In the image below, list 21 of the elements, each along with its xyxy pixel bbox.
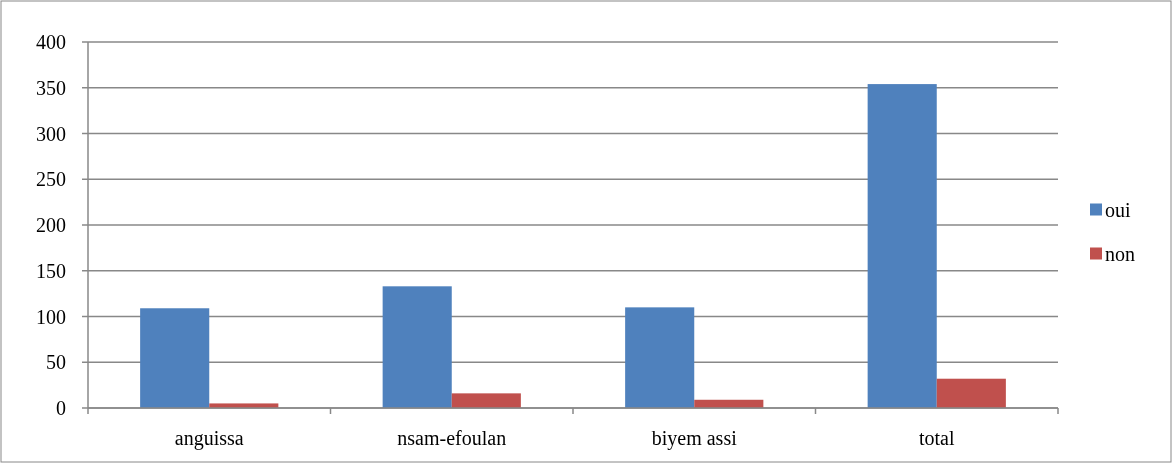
x-tick-label: anguissa: [174, 427, 244, 450]
y-tick-label: 0: [56, 397, 66, 419]
x-tick-label: total: [918, 427, 955, 449]
bar: [625, 307, 695, 408]
bar: [867, 84, 937, 408]
y-tick-label: 400: [36, 31, 66, 53]
y-tick-label: 50: [46, 351, 66, 374]
bar: [936, 378, 1006, 408]
bar: [140, 308, 210, 408]
legend-label: oui: [1105, 198, 1131, 221]
x-tick-label: nsam-efoulan: [397, 427, 507, 449]
y-tick-label: 200: [36, 214, 66, 236]
y-tick-label: 300: [36, 122, 66, 145]
y-tick-label: 350: [36, 76, 66, 99]
legend-label: non: [1105, 242, 1135, 265]
x-tick-label: biyem assi: [651, 427, 738, 450]
y-tick-label: 250: [36, 168, 66, 191]
bar: [451, 393, 521, 408]
y-tick-label: 100: [36, 305, 66, 328]
bar: [382, 286, 452, 408]
y-tick-label: 150: [36, 259, 66, 282]
